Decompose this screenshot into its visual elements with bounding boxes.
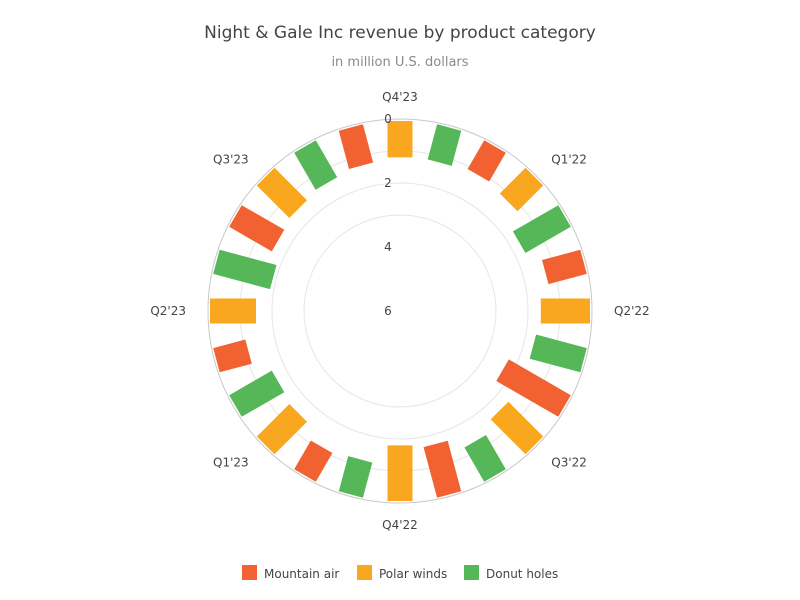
- bar-polar-winds-Q323: [256, 167, 307, 218]
- bar-mountain-air-Q222: [496, 359, 571, 417]
- bar-donut-holes-Q123: [229, 370, 285, 417]
- bar-donut-holes-Q323: [294, 140, 338, 190]
- chart-subtitle: in million U.S. dollars: [331, 55, 468, 70]
- quarter-label: Q3'23: [213, 153, 249, 167]
- quarter-label: Q2'22: [614, 304, 650, 318]
- legend-item[interactable]: Donut holes: [464, 565, 558, 581]
- radial-tick-label: 2: [384, 176, 392, 190]
- bar-polar-winds-Q223: [210, 298, 256, 324]
- legend-item[interactable]: Mountain air: [242, 565, 339, 581]
- legend: Mountain air Polar winds Donut holes: [242, 565, 558, 581]
- quarter-label: Q4'23: [382, 90, 418, 104]
- radial-tick-label: 6: [384, 304, 392, 318]
- quarter-label: Q3'22: [551, 455, 587, 469]
- bar-mountain-air-Q123: [213, 339, 252, 373]
- bar-mountain-air-Q422: [294, 440, 333, 482]
- quarter-label: Q1'22: [551, 153, 587, 167]
- legend-label: Mountain air: [264, 567, 339, 581]
- grid-circle: [271, 182, 529, 440]
- bar-mountain-air-Q323: [338, 124, 374, 169]
- chart-title: Night & Gale Inc revenue by product cate…: [204, 23, 596, 43]
- bar-mountain-air-Q322: [423, 440, 462, 498]
- bar-polar-winds-Q222: [540, 298, 590, 324]
- bar-polar-winds-Q322: [490, 401, 544, 455]
- radial-tick-label: 0: [384, 112, 392, 126]
- quarter-label: Q4'22: [382, 518, 418, 532]
- bar-donut-holes-Q322: [464, 435, 506, 482]
- radial-tick-label: 4: [384, 240, 392, 254]
- legend-item[interactable]: Polar winds: [357, 565, 447, 581]
- bar-donut-holes-Q422: [338, 456, 373, 498]
- bar-mountain-air-Q223: [229, 205, 285, 252]
- bar-donut-holes-Q122: [512, 205, 571, 253]
- bar-polar-winds-Q423: [387, 121, 413, 158]
- bars-group: [210, 121, 590, 501]
- quarter-label: Q2'23: [150, 304, 186, 318]
- bar-polar-winds-Q422: [387, 445, 413, 501]
- bar-polar-winds-Q122: [499, 167, 544, 212]
- legend-swatch: [242, 565, 257, 580]
- bar-mountain-air-Q423: [467, 140, 506, 182]
- bar-donut-holes-Q222: [529, 334, 587, 373]
- legend-swatch: [464, 565, 479, 580]
- legend-label: Donut holes: [486, 567, 558, 581]
- quarter-labels: Q4'23 Q1'22 Q2'22 Q3'22 Q4'22 Q1'23 Q2'23 Q3'23: [150, 90, 649, 532]
- bar-polar-winds-Q123: [256, 404, 307, 455]
- quarter-label: Q1'23: [213, 455, 249, 469]
- bar-donut-holes-Q223: [213, 249, 277, 290]
- bar-donut-holes-Q423: [427, 124, 462, 166]
- bar-mountain-air-Q122: [542, 249, 587, 285]
- outer-grid-circle: [207, 118, 593, 504]
- legend-swatch: [357, 565, 372, 580]
- radial-axis-ticks: 0 2 4 6: [384, 112, 392, 318]
- grid-circle: [303, 214, 497, 408]
- legend-label: Polar winds: [379, 567, 447, 581]
